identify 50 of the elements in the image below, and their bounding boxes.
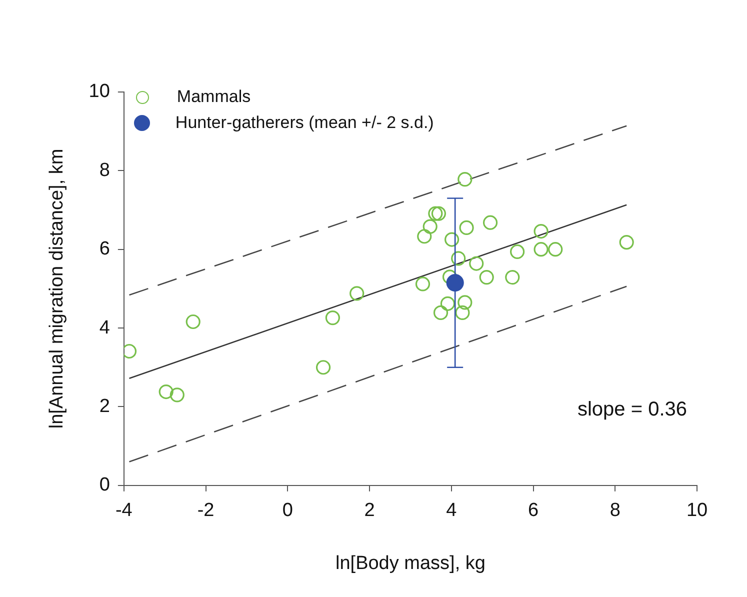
point bbox=[619, 234, 634, 250]
x-tick-label: 0 bbox=[282, 500, 293, 522]
point bbox=[442, 270, 458, 284]
point bbox=[469, 256, 484, 271]
point bbox=[455, 305, 470, 320]
legend-label: Mammals bbox=[176, 87, 251, 107]
point bbox=[458, 295, 472, 310]
point bbox=[316, 360, 331, 375]
point bbox=[158, 384, 174, 400]
legend-label: Hunter-gatherers (mean +/- 2 s.d.) bbox=[175, 113, 434, 133]
point bbox=[482, 215, 498, 230]
point bbox=[417, 229, 432, 244]
x-tick-label: -2 bbox=[197, 500, 214, 522]
point bbox=[444, 232, 460, 247]
point bbox=[431, 206, 446, 221]
y-tick-label: 4 bbox=[99, 317, 110, 338]
point bbox=[186, 314, 200, 330]
x-tick-label: 6 bbox=[528, 500, 539, 522]
x-tick-label: 8 bbox=[610, 500, 620, 522]
x-axis-title: ln[Body mass], kg bbox=[335, 552, 486, 574]
point bbox=[422, 219, 438, 234]
point bbox=[510, 244, 525, 260]
point bbox=[548, 242, 563, 257]
y-axis-title: ln[Annual migration distance], km bbox=[46, 148, 68, 429]
point bbox=[433, 305, 448, 320]
point bbox=[440, 296, 456, 311]
point bbox=[124, 344, 137, 359]
annotation: slope = 0.36 bbox=[577, 398, 687, 420]
y-tick-label: 10 bbox=[88, 81, 110, 102]
point bbox=[534, 242, 548, 257]
point bbox=[446, 274, 464, 292]
x-tick-label: -4 bbox=[115, 500, 133, 522]
y-tick-label: 2 bbox=[99, 396, 110, 417]
point bbox=[170, 388, 184, 402]
point bbox=[451, 251, 466, 266]
point bbox=[415, 276, 430, 292]
point bbox=[458, 172, 472, 187]
y-tick-label: 6 bbox=[99, 238, 110, 260]
y-tick-label: 8 bbox=[99, 160, 110, 181]
x-tick-label: 10 bbox=[686, 500, 708, 522]
point bbox=[325, 310, 340, 326]
point bbox=[479, 270, 494, 285]
x-tick-label: 2 bbox=[364, 500, 375, 522]
point bbox=[534, 224, 548, 239]
x-tick-label: 4 bbox=[446, 500, 458, 522]
point bbox=[428, 206, 443, 221]
point bbox=[459, 220, 474, 236]
y-tick-label: 0 bbox=[99, 474, 110, 496]
point bbox=[505, 270, 520, 285]
point bbox=[350, 286, 364, 301]
